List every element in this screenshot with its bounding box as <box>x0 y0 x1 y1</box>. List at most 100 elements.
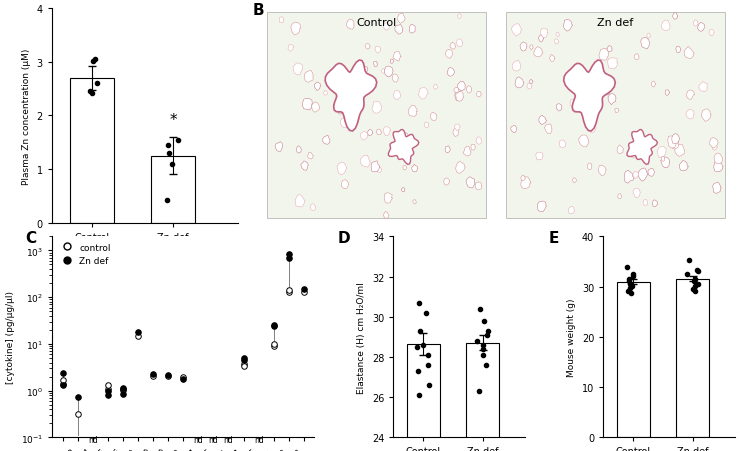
Point <box>237 354 249 361</box>
Point <box>623 287 634 295</box>
Polygon shape <box>401 188 405 193</box>
Point <box>132 329 144 336</box>
Point <box>688 278 700 285</box>
Polygon shape <box>643 200 648 206</box>
Polygon shape <box>647 34 651 39</box>
Polygon shape <box>633 172 639 179</box>
Polygon shape <box>456 40 463 47</box>
Point <box>621 264 633 272</box>
Polygon shape <box>587 164 592 170</box>
Polygon shape <box>355 71 362 80</box>
Text: E: E <box>548 231 559 246</box>
Polygon shape <box>364 86 371 95</box>
Bar <box>407 344 439 451</box>
Point <box>163 150 175 157</box>
Point <box>72 394 84 401</box>
Polygon shape <box>304 71 313 83</box>
Polygon shape <box>530 80 533 84</box>
Polygon shape <box>648 169 654 177</box>
Polygon shape <box>361 66 367 75</box>
Polygon shape <box>295 195 305 207</box>
Polygon shape <box>651 82 656 88</box>
Point <box>624 285 636 292</box>
Polygon shape <box>476 92 482 98</box>
Polygon shape <box>388 130 418 165</box>
Point <box>283 251 295 258</box>
Polygon shape <box>446 51 453 59</box>
Polygon shape <box>582 105 591 115</box>
Polygon shape <box>293 64 303 76</box>
Polygon shape <box>671 139 679 150</box>
Polygon shape <box>712 144 718 151</box>
Polygon shape <box>384 212 389 219</box>
Point <box>692 267 703 274</box>
Polygon shape <box>510 126 516 133</box>
Polygon shape <box>709 30 715 37</box>
Polygon shape <box>381 69 385 74</box>
Polygon shape <box>652 200 657 207</box>
Polygon shape <box>444 179 450 186</box>
Bar <box>617 282 649 437</box>
Point <box>627 273 639 280</box>
Point <box>162 373 174 380</box>
Polygon shape <box>512 61 521 72</box>
Polygon shape <box>568 207 574 214</box>
Polygon shape <box>467 87 472 94</box>
Polygon shape <box>408 106 417 117</box>
Polygon shape <box>418 88 428 100</box>
Polygon shape <box>301 161 308 171</box>
Polygon shape <box>371 161 380 172</box>
Point <box>161 197 173 204</box>
Polygon shape <box>540 29 548 38</box>
Point <box>56 377 68 384</box>
Polygon shape <box>686 91 695 100</box>
Polygon shape <box>456 162 465 174</box>
Polygon shape <box>352 116 359 125</box>
Polygon shape <box>673 14 677 20</box>
Polygon shape <box>361 132 368 141</box>
Polygon shape <box>475 183 482 190</box>
Point <box>480 362 492 369</box>
Polygon shape <box>563 21 573 32</box>
Point <box>72 410 84 418</box>
Polygon shape <box>599 49 608 61</box>
Point <box>414 327 426 335</box>
Y-axis label: Mouse weight (g): Mouse weight (g) <box>568 298 577 376</box>
Polygon shape <box>325 61 377 132</box>
Polygon shape <box>554 40 559 45</box>
Polygon shape <box>341 118 348 128</box>
Polygon shape <box>368 130 373 137</box>
Polygon shape <box>699 82 707 92</box>
Polygon shape <box>614 109 619 113</box>
Point <box>117 386 129 393</box>
Point <box>692 268 704 276</box>
Polygon shape <box>608 59 618 70</box>
Polygon shape <box>312 103 320 113</box>
Polygon shape <box>527 84 532 90</box>
Text: nd: nd <box>223 435 234 444</box>
Point <box>162 371 174 378</box>
Polygon shape <box>533 47 542 58</box>
Polygon shape <box>638 169 648 182</box>
Point <box>91 80 103 87</box>
Polygon shape <box>324 91 327 96</box>
Polygon shape <box>564 61 615 132</box>
Point <box>689 275 701 282</box>
Polygon shape <box>520 43 527 52</box>
Y-axis label: Elastance (H) cm H₂O/ml: Elastance (H) cm H₂O/ml <box>358 281 367 393</box>
Polygon shape <box>390 60 393 64</box>
Point <box>237 363 249 370</box>
Polygon shape <box>559 141 565 148</box>
Point <box>87 90 99 97</box>
Point <box>56 380 68 387</box>
Point <box>411 344 423 351</box>
Point <box>623 276 634 283</box>
Text: Zn def: Zn def <box>597 18 634 28</box>
Point <box>418 341 430 349</box>
Polygon shape <box>338 110 342 115</box>
Point <box>268 343 280 350</box>
Text: nd: nd <box>88 435 97 444</box>
Text: *: * <box>169 113 177 128</box>
Point <box>147 370 159 377</box>
Polygon shape <box>587 121 596 133</box>
